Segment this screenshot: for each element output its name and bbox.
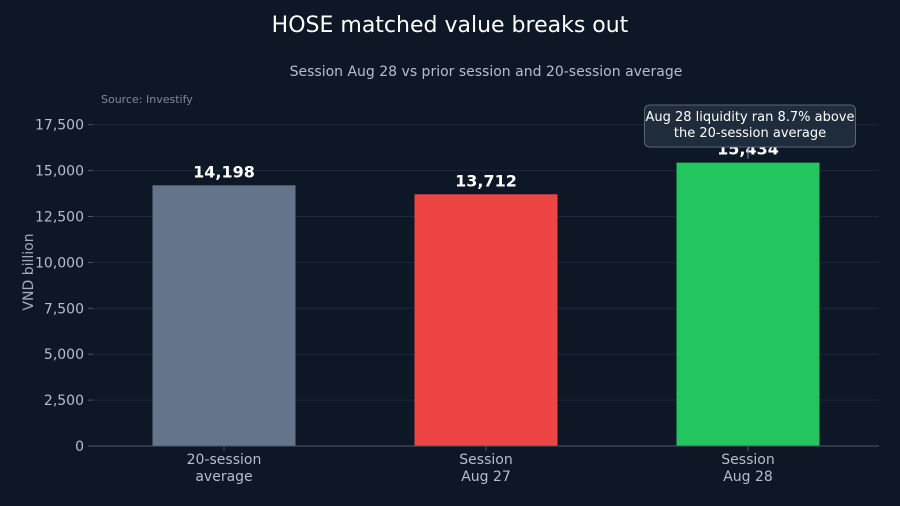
x-tick-label: Session — [459, 452, 512, 468]
y-axis-label: VND billion — [21, 233, 37, 310]
bar — [152, 185, 296, 446]
x-tick-label: average — [195, 469, 252, 485]
x-tick-label: Aug 27 — [461, 469, 511, 485]
y-axis-ticks: 0 2,500 5,000 7,500 10,000 12,500 15,000 17,500 — [35, 118, 93, 455]
y-tick-label: 0 — [75, 439, 84, 455]
value-label: 14,198 — [193, 162, 255, 181]
annotation-text: Aug 28 liquidity ran 8.7% above — [645, 110, 854, 125]
y-tick-label: 7,500 — [44, 301, 84, 317]
y-tick-label: 12,500 — [35, 210, 84, 226]
bar — [414, 194, 558, 446]
bar — [676, 162, 820, 446]
annotation-box — [644, 104, 856, 148]
x-tick-label: Aug 28 — [723, 469, 773, 485]
x-tick-label: 20-session — [187, 452, 262, 468]
y-tick-label: 10,000 — [35, 255, 84, 271]
bars — [152, 162, 820, 446]
x-tick-label: Session — [721, 452, 774, 468]
y-tick-label: 2,500 — [44, 393, 84, 409]
source-note: Source: Investify — [101, 93, 193, 106]
value-label: 13,712 — [455, 171, 517, 190]
chart-title: HOSE matched value breaks out — [272, 13, 629, 38]
y-tick-label: 17,500 — [35, 118, 84, 134]
chart-subtitle: Session Aug 28 vs prior session and 20-s… — [290, 64, 683, 80]
annotation-text: the 20-session average — [674, 126, 826, 141]
y-tick-label: 15,000 — [35, 164, 84, 180]
y-tick-label: 5,000 — [44, 347, 84, 363]
